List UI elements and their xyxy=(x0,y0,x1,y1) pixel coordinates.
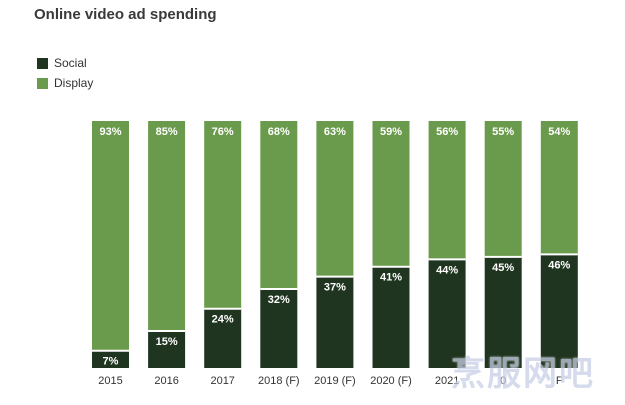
bar-display-2016 xyxy=(148,121,186,331)
data-label-display-2023-f: 54% xyxy=(548,126,570,138)
bar-display-2022-f xyxy=(484,121,522,257)
data-label-social-2018-f: 32% xyxy=(268,294,290,306)
bar-social-2023-f xyxy=(540,254,578,368)
x-tick-label-2021-f: 2021 xyxy=(435,375,459,387)
x-tick-label-2017: 2017 xyxy=(210,375,234,387)
bar-social-2020-f xyxy=(372,266,410,368)
bar-social-2022-f xyxy=(484,256,522,368)
bar-display-2020-f xyxy=(372,121,410,267)
x-tick-label-2016: 2016 xyxy=(154,375,178,387)
watermark: 烹服网吧 xyxy=(451,355,595,393)
legend-label-display: Display xyxy=(54,76,94,90)
legend-label-social: Social xyxy=(54,56,87,70)
bar-social-2016 xyxy=(148,330,186,368)
data-label-social-2017: 24% xyxy=(212,314,234,326)
data-label-display-2015: 93% xyxy=(99,126,121,138)
x-tick-label-2020-f: 2020 (F) xyxy=(370,375,412,387)
data-label-social-2015: 7% xyxy=(103,356,119,368)
x-tick-label-2022-f: 0 xyxy=(500,375,506,387)
data-label-display-2020-f: 59% xyxy=(380,126,402,138)
bar-display-2018-f xyxy=(260,121,298,289)
x-tick-label-2015: 2015 xyxy=(98,375,122,387)
x-tick-label-2019-f: 2019 (F) xyxy=(314,375,356,387)
bar-social-2021-f xyxy=(428,259,466,368)
data-label-social-2016: 15% xyxy=(156,336,178,348)
legend-item-social: Social xyxy=(37,53,93,73)
bar-display-2019-f xyxy=(316,121,354,277)
bar-social-2017 xyxy=(204,308,242,368)
data-label-social-2022-f: 45% xyxy=(492,262,514,274)
chart-title: Online video ad spending xyxy=(34,6,217,23)
data-label-display-2018-f: 68% xyxy=(268,126,290,138)
x-tick-label-2023-f: F xyxy=(556,375,563,387)
bar-social-2019-f xyxy=(316,276,354,368)
legend-item-display: Display xyxy=(37,73,93,93)
bar-display-2021-f xyxy=(428,121,466,260)
data-label-display-2016: 85% xyxy=(156,126,178,138)
bar-social-2015 xyxy=(92,350,129,368)
bar-display-2023-f xyxy=(540,121,578,255)
data-label-display-2019-f: 63% xyxy=(324,126,346,138)
data-label-social-2021-f: 44% xyxy=(436,264,458,276)
x-tick-label-2018-f: 2018 (F) xyxy=(258,375,300,387)
legend-swatch-social xyxy=(37,57,48,69)
legend: Social Display xyxy=(37,53,93,93)
legend-swatch-display xyxy=(37,77,48,89)
data-label-social-2019-f: 37% xyxy=(324,282,346,294)
data-label-display-2021-f: 56% xyxy=(436,126,458,138)
data-label-display-2017: 76% xyxy=(212,126,234,138)
data-label-display-2022-f: 55% xyxy=(492,126,514,138)
data-label-social-2023-f: 46% xyxy=(548,259,570,271)
bar-social-2018-f xyxy=(260,288,298,368)
bar-display-2015 xyxy=(92,121,129,351)
data-label-social-2020-f: 41% xyxy=(380,272,402,284)
bar-display-2017 xyxy=(204,121,242,309)
